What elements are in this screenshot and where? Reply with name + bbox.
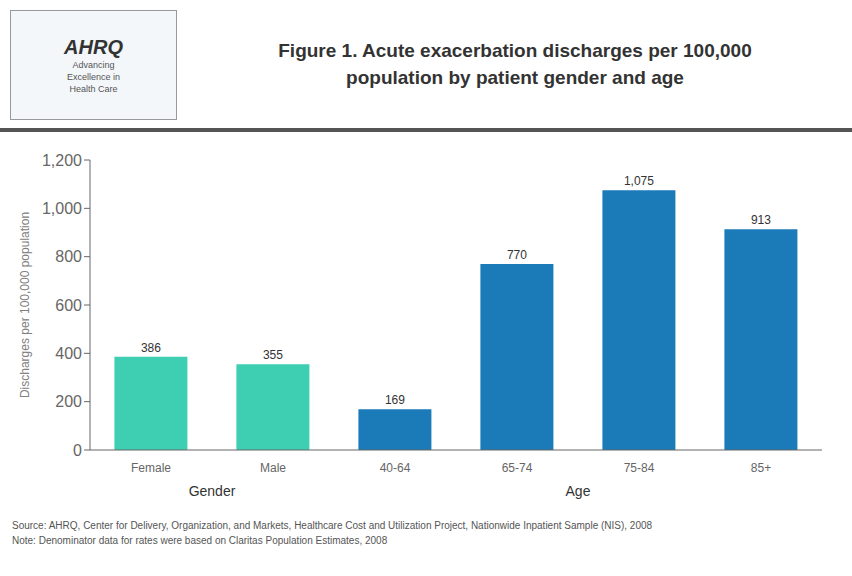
svg-text:200: 200 — [55, 393, 82, 410]
svg-text:75-84: 75-84 — [624, 461, 655, 475]
svg-text:Gender: Gender — [189, 483, 236, 499]
svg-text:0: 0 — [73, 442, 82, 459]
html-text:Excellence in: Excellence in — [67, 71, 120, 82]
svg-text:800: 800 — [55, 248, 82, 265]
svg-text:Female: Female — [131, 461, 171, 475]
html-text:Source: AHRQ, Center for Deliv: Source: AHRQ, Center for Delivery, Organ… — [12, 520, 653, 531]
svg-text:770: 770 — [507, 248, 527, 262]
svg-text:65-74: 65-74 — [502, 461, 533, 475]
svg-text:85+: 85+ — [751, 461, 771, 475]
svg-text:169: 169 — [385, 393, 405, 407]
svg-text:386: 386 — [141, 341, 161, 355]
svg-text:400: 400 — [55, 345, 82, 362]
svg-text:1,000: 1,000 — [42, 200, 82, 217]
svg-text:40-64: 40-64 — [380, 461, 411, 475]
svg-text:355: 355 — [263, 348, 283, 362]
html-text:population by patient gender a: population by patient gender and age — [346, 67, 684, 88]
html-text:Health Care: Health Care — [69, 83, 118, 94]
svg-text:600: 600 — [55, 297, 82, 314]
svg-text:Male: Male — [260, 461, 286, 475]
svg-text:Discharges per 100,000 populat: Discharges per 100,000 population — [18, 212, 32, 398]
svg-text:1,075: 1,075 — [624, 174, 654, 188]
html-text:Note: Denominator data for rat: Note: Denominator data for rates were ba… — [12, 535, 388, 546]
html-text:Figure 1. Acute exacerbation d: Figure 1. Acute exacerbation discharges … — [278, 40, 752, 61]
html-text:Advancing: Advancing — [72, 59, 115, 70]
svg-text:913: 913 — [751, 213, 771, 227]
svg-text:Age: Age — [566, 483, 591, 499]
html-text:AHRQ: AHRQ — [64, 35, 123, 58]
svg-text:1,200: 1,200 — [42, 152, 82, 169]
